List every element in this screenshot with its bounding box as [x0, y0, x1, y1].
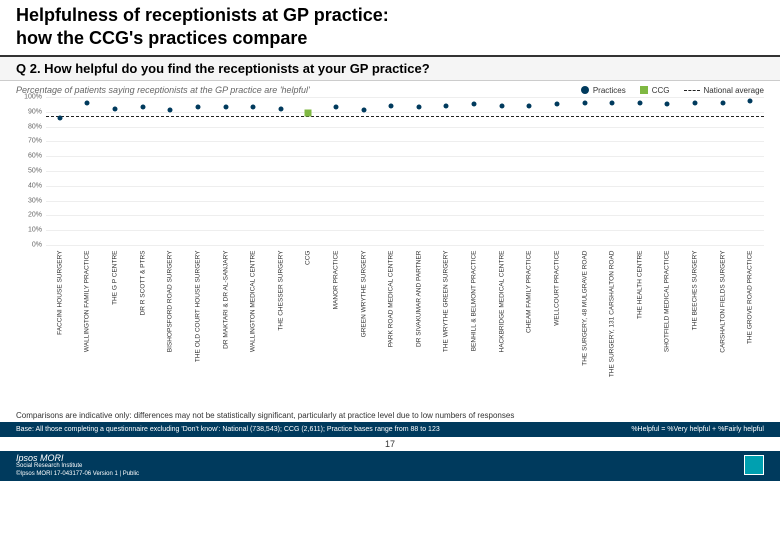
legend-national: National average [684, 86, 764, 95]
chart-legend: Practices CCG National average [581, 86, 764, 95]
legend-practices: Practices [581, 86, 626, 95]
x-tick-label: HACKBRIDGE MEDICAL CENTRE [498, 251, 505, 353]
y-tick-label: 60% [28, 153, 42, 160]
x-tick-label: THE OLD COURT HOUSE SURGERY [194, 251, 201, 363]
x-axis-labels: FACCINI HOUSE SURGERY WALLINGTON FAMILY P… [46, 247, 764, 407]
page-row: 17 [0, 437, 780, 451]
practice-point [85, 100, 90, 105]
x-tick-label: CARSHALTON FIELDS SURGERY [719, 251, 726, 353]
y-tick-label: 40% [28, 182, 42, 189]
practice-point [472, 102, 477, 107]
x-tick-label: DR R SCOTT & PTRS [139, 251, 146, 316]
x-tick-label: DR SIVAKUMAR AND PARTNER [415, 251, 422, 347]
practice-point [333, 105, 338, 110]
ccg-marker-icon [640, 86, 648, 94]
practice-point [499, 103, 504, 108]
y-tick-label: 30% [28, 197, 42, 204]
footer-helpful-def: %Helpful = %Very helpful + %Fairly helpf… [631, 426, 764, 433]
practice-point [582, 100, 587, 105]
x-tick-label: THE G P CENTRE [112, 251, 119, 305]
y-tick-label: 0% [32, 242, 42, 249]
practice-point [637, 100, 642, 105]
y-tick-label: 80% [28, 123, 42, 130]
x-tick-label: PARK ROAD MEDICAL CENTRE [388, 251, 395, 348]
x-tick-label: THE HEALTH CENTRE [636, 251, 643, 320]
y-tick-label: 20% [28, 212, 42, 219]
x-tick-label: MANOR PRACTICE [332, 251, 339, 310]
y-tick-label: 100% [24, 94, 42, 101]
national-avg-line [46, 116, 764, 117]
x-tick-label: BISHOPSFORD ROAD SURGERY [167, 251, 174, 353]
footer-base: Base: All those completing a questionnai… [16, 426, 631, 433]
practice-point [748, 99, 753, 104]
x-tick-label: FACCINI HOUSE SURGERY [56, 251, 63, 335]
practice-point [527, 103, 532, 108]
x-tick-label: CHEAM FAMILY PRACTICE [526, 251, 533, 333]
question-text: Q 2. How helpful do you find the recepti… [16, 61, 764, 76]
x-tick-label: GREEN WRYTHE SURGERY [360, 251, 367, 338]
gridline [46, 245, 764, 246]
x-tick-label: THE BEECHES SURGERY [691, 251, 698, 331]
header: Helpfulness of receptionists at GP pract… [0, 0, 780, 57]
practice-point [140, 105, 145, 110]
comparison-note: Comparisons are indicative only: differe… [16, 411, 764, 420]
practice-point [278, 106, 283, 111]
practice-point [57, 115, 62, 120]
y-axis-labels: 0%10%20%30%40%50%60%70%80%90%100% [16, 97, 44, 245]
y-tick-label: 90% [28, 108, 42, 115]
practice-point [389, 103, 394, 108]
practice-point [416, 105, 421, 110]
chart-plot [46, 97, 764, 245]
practice-point [251, 105, 256, 110]
x-tick-label: THE SURGERY, 131 CARSHALTON ROAD [609, 251, 616, 378]
x-tick-label: THE CHESSER SURGERY [277, 251, 284, 331]
x-tick-label: SHOTFIELD MEDICAL PRACTICE [664, 251, 671, 353]
y-tick-label: 70% [28, 138, 42, 145]
page-number: 17 [0, 437, 780, 451]
chart-area: 0%10%20%30%40%50%60%70%80%90%100% [16, 97, 764, 245]
ipsos-badge-icon [744, 455, 764, 475]
practice-point [444, 103, 449, 108]
question-bar: Q 2. How helpful do you find the recepti… [0, 57, 780, 81]
practice-point [223, 105, 228, 110]
x-tick-label: DR MAKTARI & DR AL-SANJARY [222, 251, 229, 349]
subtitle-row: Percentage of patients saying receptioni… [0, 81, 780, 97]
practice-point [554, 102, 559, 107]
ccg-point [305, 110, 312, 117]
national-line-icon [684, 90, 700, 91]
x-tick-label: CCG [305, 251, 312, 265]
x-tick-label: THE SURGERY, 48 MULGRAVE ROAD [581, 251, 588, 366]
practice-point [665, 102, 670, 107]
practice-point [720, 100, 725, 105]
y-tick-label: 50% [28, 168, 42, 175]
practice-point [168, 108, 173, 113]
practice-point [113, 106, 118, 111]
page-title: Helpfulness of receptionists at GP pract… [16, 4, 764, 49]
practice-point [610, 100, 615, 105]
chart-subtitle: Percentage of patients saying receptioni… [16, 85, 581, 95]
bottom-bar: Ipsos MORI Social Research Institute ©Ip… [0, 451, 780, 481]
footer-bar: Base: All those completing a questionnai… [0, 422, 780, 437]
practice-point [692, 100, 697, 105]
x-tick-label: WALLINGTON MEDICAL CENTRE [250, 251, 257, 353]
x-tick-label: BENHILL & BELMONT PRACTICE [471, 251, 478, 352]
x-tick-label: THE GROVE ROAD PRACTICE [747, 251, 754, 345]
y-tick-label: 10% [28, 227, 42, 234]
x-tick-label: WALLINGTON FAMILY PRACTICE [84, 251, 91, 353]
x-tick-label: WELLCOURT PRACTICE [553, 251, 560, 326]
x-tick-label: THE WRYTHE GREEN SURGERY [443, 251, 450, 353]
practice-marker-icon [581, 86, 589, 94]
practice-point [361, 108, 366, 113]
legend-ccg: CCG [640, 86, 670, 95]
ipsos-branding: Ipsos MORI Social Research Institute ©Ip… [16, 453, 139, 477]
practice-point [195, 105, 200, 110]
